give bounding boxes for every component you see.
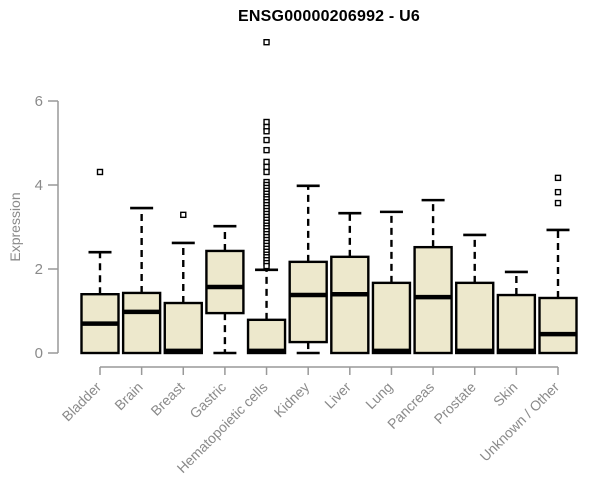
outlier-point [263, 168, 270, 176]
outlier-point [96, 168, 104, 176]
box-prostate [455, 281, 495, 355]
box-kidney [288, 260, 328, 344]
x-axis-category-label: Bladder [59, 379, 105, 425]
outlier-point [554, 188, 562, 196]
y-axis-tick-label: 4 [35, 177, 43, 194]
x-axis-category-label: Skin [490, 379, 521, 410]
x-axis-category-label: Brain [111, 379, 145, 413]
box-breast [163, 301, 203, 355]
outlier-point [263, 262, 270, 270]
box-skin [496, 293, 537, 355]
y-axis-tick-label: 0 [35, 345, 43, 362]
box-hematopoietic-cells [246, 318, 287, 355]
x-axis-category-label: Breast [147, 379, 187, 419]
box-gastric [205, 249, 245, 315]
outlier-point [263, 136, 270, 144]
outlier-point [263, 146, 270, 154]
box-pancreas [413, 245, 453, 355]
outlier-point [263, 118, 270, 126]
box-lung [371, 281, 412, 355]
x-axis-category-label: Liver [321, 379, 354, 412]
box-brain [121, 291, 162, 355]
x-axis-category-label: Kidney [271, 379, 313, 421]
outlier-point [263, 39, 270, 46]
x-axis-category-label: Lung [362, 379, 395, 412]
outlier-point [554, 174, 562, 182]
outlier-point [180, 211, 187, 219]
box-unknown-other [538, 296, 578, 355]
x-axis-category-label: Prostate [431, 379, 479, 427]
outlier-point [263, 128, 270, 135]
outlier-point [554, 199, 562, 207]
x-axis-category-label: Unknown / Other [477, 379, 563, 465]
outlier-point [263, 163, 270, 171]
y-axis-tick-label: 6 [35, 93, 43, 110]
outlier-point [263, 158, 270, 166]
chart-title: ENSG00000206992 - U6 [238, 8, 420, 25]
y-axis-tick-label: 2 [35, 261, 43, 278]
box-liver [330, 255, 370, 355]
